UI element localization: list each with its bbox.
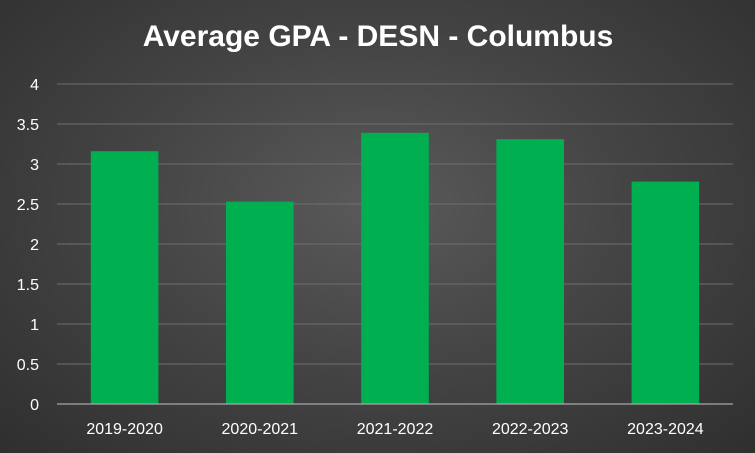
x-tick-label: 2023-2024	[627, 421, 704, 438]
y-tick-label: 0.5	[17, 357, 39, 374]
bar-2022-2023	[496, 139, 564, 404]
bar-2021-2022	[361, 132, 429, 405]
bar-2023-2024	[631, 181, 700, 404]
x-tick-label: 2022-2023	[492, 421, 569, 438]
y-tick-label: 2	[30, 237, 39, 254]
x-tick-label: 2020-2021	[222, 421, 299, 438]
y-tick-label: 1.5	[17, 277, 39, 294]
y-tick-label: 1	[30, 317, 39, 334]
y-tick-label: 3	[30, 157, 39, 174]
y-tick-label: 2.5	[17, 197, 39, 214]
bar-2020-2021	[226, 201, 294, 404]
y-tick-label: 3.5	[17, 117, 39, 134]
y-axis-tick-labels: 0 0.5 1 1.5 2 2.5 3 3.5 4	[17, 77, 39, 414]
bar-2019-2020	[90, 151, 159, 404]
bars	[90, 132, 700, 405]
x-tick-label: 2019-2020	[86, 421, 163, 438]
y-tick-label: 0	[30, 397, 39, 414]
chart-title: Average GPA - DESN - Columbus	[143, 20, 614, 53]
y-tick-label: 4	[30, 77, 39, 94]
x-axis-tick-labels: 2019-2020 2020-2021 2021-2022 2022-2023 2023…	[86, 421, 703, 438]
x-tick-label: 2021-2022	[357, 421, 434, 438]
